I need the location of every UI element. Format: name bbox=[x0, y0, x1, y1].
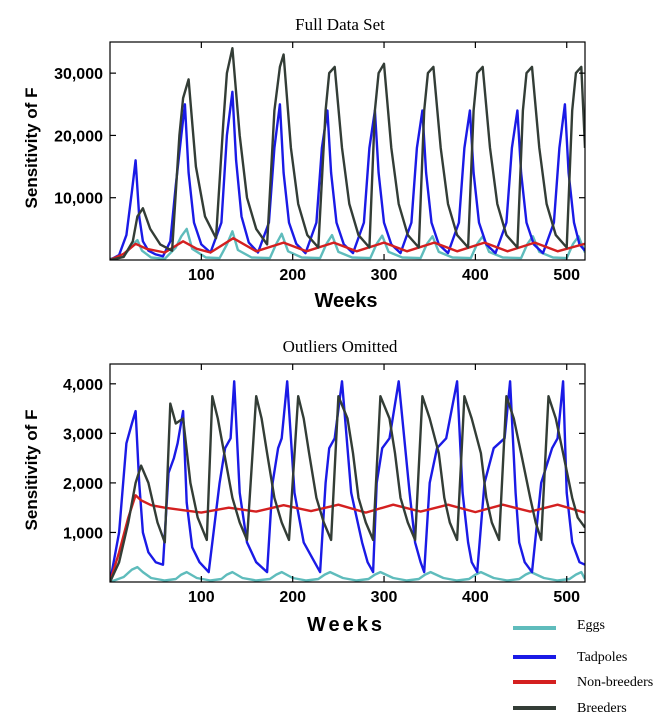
plot-area: 100 200 300 400 500 1,000 2,000 3,000 4,000 bbox=[63, 363, 586, 606]
x-tick-label: 300 bbox=[371, 267, 398, 284]
x-tick-label: 100 bbox=[188, 589, 215, 606]
x-tick-label: 200 bbox=[279, 589, 306, 606]
chart-title: Full Data Set bbox=[295, 15, 385, 34]
chart-title: Outliers Omitted bbox=[283, 337, 398, 356]
legend-item-tadpoles: Tadpoles bbox=[513, 650, 627, 665]
legend: Eggs Tadpoles Non-breeders Breeders bbox=[513, 618, 653, 716]
series-line-eggs bbox=[110, 565, 585, 582]
y-tick-label: 3,000 bbox=[63, 426, 103, 443]
y-tick-label: 30,000 bbox=[54, 66, 103, 83]
x-axis-label: Weeks bbox=[314, 290, 377, 312]
y-axis-label: Sensitivity of F bbox=[22, 88, 41, 209]
x-tick-label: 500 bbox=[553, 589, 580, 606]
series-group bbox=[110, 380, 585, 582]
x-axis-label: Weeks bbox=[307, 614, 385, 636]
x-tick-label: 300 bbox=[371, 589, 398, 606]
x-tick-label: 200 bbox=[279, 267, 306, 284]
plot-frame bbox=[109, 41, 586, 261]
y-tick-label: 10,000 bbox=[54, 191, 103, 208]
x-tick-label: 400 bbox=[462, 267, 489, 284]
plot-frame bbox=[109, 363, 586, 583]
legend-label-breeders: Breeders bbox=[577, 701, 627, 716]
series-line-non-breeders bbox=[110, 237, 585, 260]
series-line-breeders bbox=[110, 47, 585, 260]
series-line-tadpoles bbox=[110, 380, 585, 582]
x-tick-label: 500 bbox=[553, 267, 580, 284]
legend-item-non-breeders: Non-breeders bbox=[513, 675, 653, 690]
y-tick-label: 4,000 bbox=[63, 377, 103, 394]
legend-item-breeders: Breeders bbox=[513, 701, 627, 716]
y-tick-label: 2,000 bbox=[63, 476, 103, 493]
y-tick-label: 1,000 bbox=[63, 525, 103, 542]
legend-item-eggs: Eggs bbox=[513, 618, 605, 633]
x-tick-label: 100 bbox=[188, 267, 215, 284]
y-tick-label: 20,000 bbox=[54, 128, 103, 145]
series-line-breeders bbox=[110, 395, 585, 582]
legend-label-eggs: Eggs bbox=[577, 618, 605, 633]
series-group bbox=[110, 47, 585, 260]
chart-outliers-omitted: Outliers Omitted 100 200 300 400 500 1,000 2,0… bbox=[22, 337, 586, 636]
y-axis-label: Sensitivity of F bbox=[22, 410, 41, 531]
legend-label-tadpoles: Tadpoles bbox=[577, 650, 627, 665]
plot-area: 100 200 300 400 500 10,000 20,000 30,000 bbox=[54, 41, 586, 284]
legend-label-non-breeders: Non-breeders bbox=[577, 675, 653, 690]
x-tick-label: 400 bbox=[462, 589, 489, 606]
series-line-tadpoles bbox=[110, 90, 585, 260]
chart-full-data-set: Full Data Set 100 200 300 400 500 10,000 20,00… bbox=[22, 15, 586, 312]
series-line-eggs bbox=[110, 227, 585, 260]
series-line-non-breeders bbox=[110, 494, 585, 582]
